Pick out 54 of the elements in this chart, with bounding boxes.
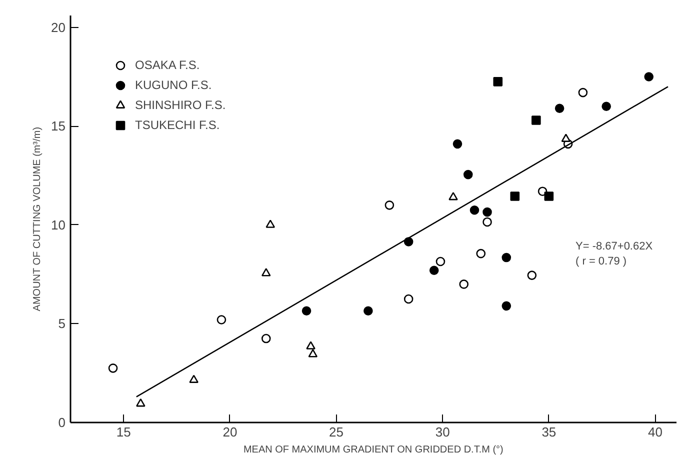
y-tick-label: 10 (51, 217, 66, 232)
point (136, 398, 146, 407)
point (364, 306, 373, 316)
point (452, 139, 462, 149)
point (266, 220, 276, 228)
x-tick-label: 35 (542, 424, 556, 440)
x-tick-label: 40 (648, 424, 662, 440)
x-axis-title: MEAN OF MAXIMUM GRADIENT ON GRIDDED D.T.M (°) (243, 444, 504, 456)
point (544, 192, 554, 201)
point (554, 104, 564, 113)
legend-label: OSAKA F.S. (135, 58, 200, 72)
point (493, 77, 503, 86)
y-tick-label: 0 (58, 415, 66, 430)
point (482, 217, 492, 227)
point (459, 280, 469, 289)
x-tick-label: 20 (222, 424, 238, 440)
annotation: ( r = 0.79 ) (576, 256, 627, 268)
y-axis-title: AMOUNT OF CUTTING VOLUME (m³/m) (32, 126, 44, 312)
point (482, 207, 492, 217)
y-tick-label: 20 (51, 20, 66, 35)
legend-label: TSUKECHI F.S. (135, 118, 220, 132)
point (302, 306, 312, 316)
point (502, 301, 512, 311)
y-tick-label: 15 (51, 118, 66, 134)
point (510, 192, 520, 201)
point (448, 192, 458, 200)
point (527, 270, 537, 280)
x-tick-label: 25 (329, 424, 344, 440)
point (476, 248, 486, 258)
y-tick-label: 5 (58, 316, 66, 332)
point (108, 364, 118, 373)
point (308, 349, 318, 358)
legend-label: SHINSHIRO F.S. (135, 98, 226, 112)
annotation: Y= -8.67+0.62X (576, 240, 654, 252)
point (429, 266, 439, 276)
point (463, 170, 473, 180)
point (644, 72, 654, 82)
point (189, 374, 198, 383)
point (578, 88, 588, 98)
x-tick-label: 15 (116, 424, 131, 440)
point (502, 252, 512, 262)
point (261, 334, 271, 344)
legend-label: KUGUNO F.S. (135, 78, 212, 92)
point (561, 134, 571, 142)
point (470, 205, 480, 215)
point (404, 294, 414, 304)
point (436, 256, 446, 266)
x-tick-label: 30 (435, 424, 450, 440)
point (532, 116, 541, 125)
point (306, 341, 316, 350)
point (384, 200, 394, 210)
point (216, 315, 226, 324)
point (602, 102, 611, 112)
point (261, 268, 271, 276)
